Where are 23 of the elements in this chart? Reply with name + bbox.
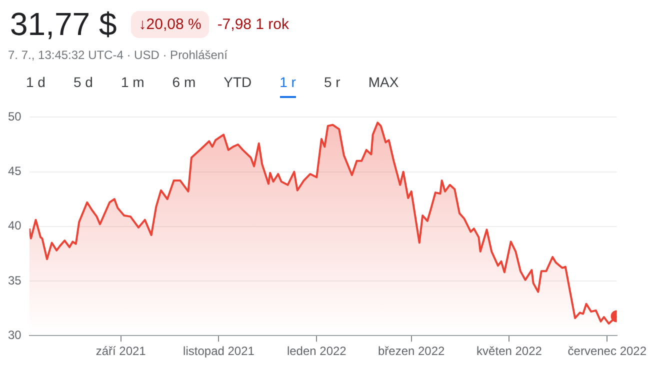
text: 5 r: [324, 74, 340, 92]
text: MAX: [368, 74, 399, 92]
text: 1 m: [120, 74, 144, 92]
text: -7,98 1 rok: [217, 16, 290, 32]
x-tick-label: listopad 2021: [183, 344, 255, 358]
text: 6 m: [172, 74, 196, 92]
text: YTD: [224, 74, 252, 92]
y-tick-label: 40: [8, 218, 22, 233]
y-tick-label: 50: [8, 110, 22, 124]
text: 1 d: [26, 74, 46, 92]
text: ↓20,08 %: [130, 10, 210, 38]
y-tick-label: 35: [8, 273, 22, 288]
x-tick-label: září 2021: [96, 344, 146, 358]
x-tick-label: červenec 2022: [568, 344, 647, 358]
x-tick-label: květen 2022: [476, 344, 542, 358]
chart-subtitle: 7. 7., 13:45:32 UTC-4 · USD · Prohlášení: [7, 47, 228, 62]
y-tick-label: 45: [8, 164, 22, 178]
text: 1 r: [280, 74, 296, 98]
y-tick-label: 30: [8, 328, 22, 342]
text: 5 d: [73, 74, 93, 92]
x-tick-label: březen 2022: [378, 344, 446, 358]
chart-title: 31,77 $: [10, 6, 117, 42]
x-tick-label: leden 2022: [286, 344, 347, 358]
